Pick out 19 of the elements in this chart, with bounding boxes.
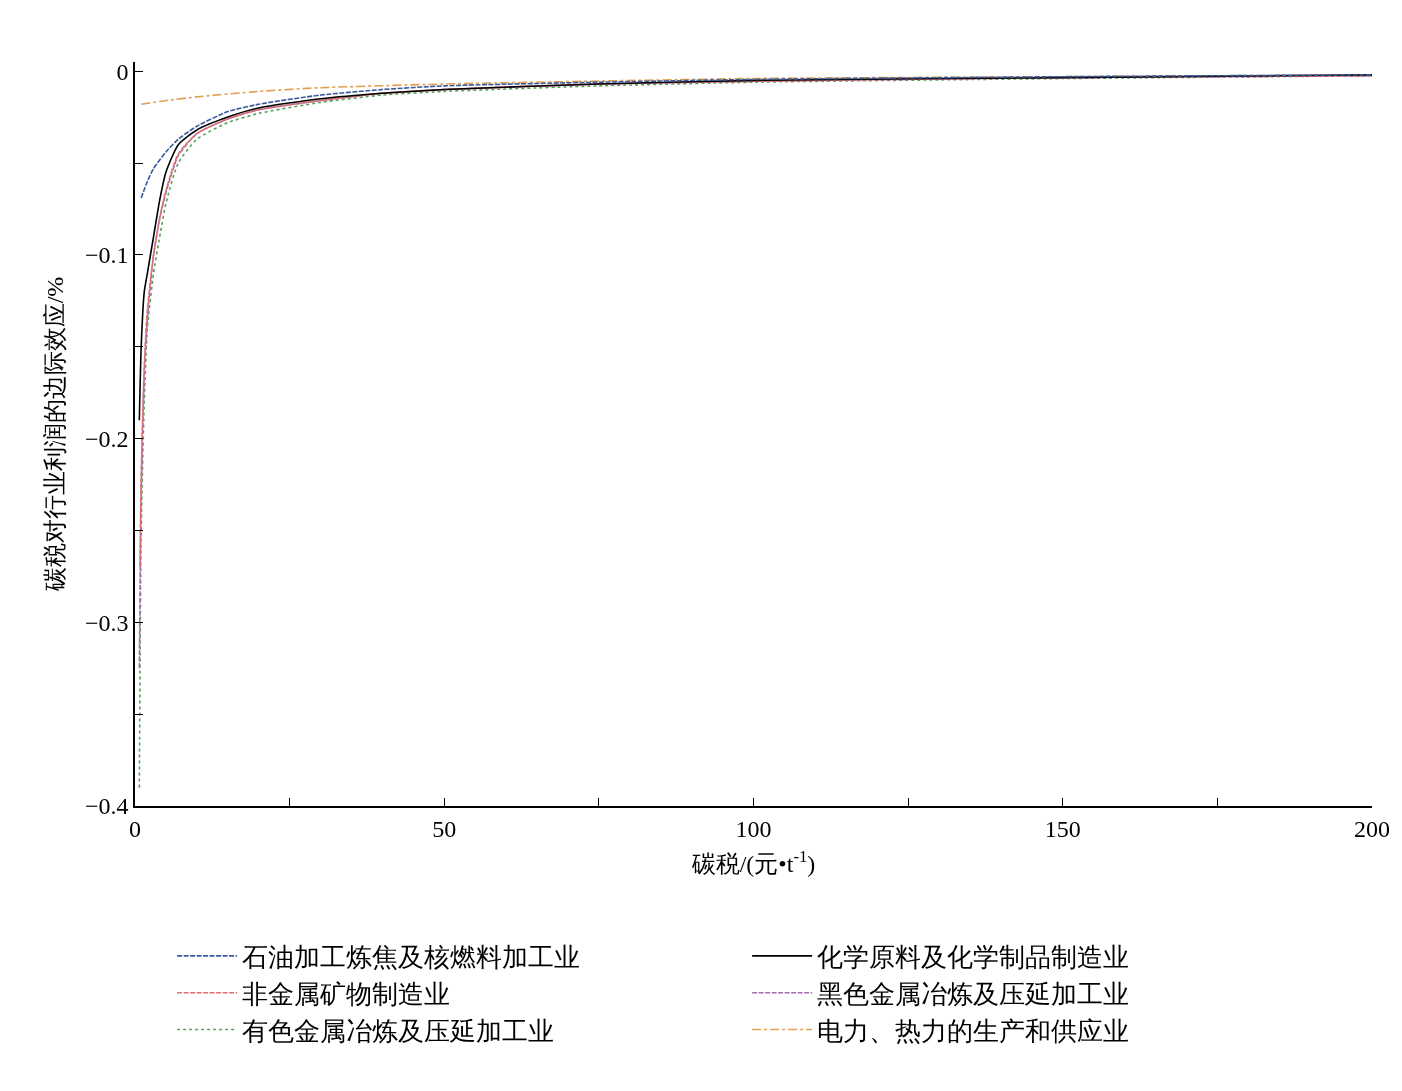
y-tick-label: 0 <box>116 58 129 85</box>
y-tick-label: −0.1 <box>84 242 129 269</box>
x-tick-label: 100 <box>735 815 772 842</box>
legend-label: 黑色金属冶炼及压延加工业 <box>817 979 1130 1009</box>
x-axis-title: 碳税/(元•t$^{-1}$) <box>690 847 816 878</box>
line-series <box>138 74 1372 422</box>
legend-label: 非金属矿物制造业 <box>242 979 451 1009</box>
legend-label: 有色金属冶炼及压延加工业 <box>242 1016 555 1046</box>
line-series <box>140 74 1372 199</box>
legend-label: 电力、热力的生产和供应业 <box>817 1016 1130 1046</box>
x-tick-label: 50 <box>432 815 457 842</box>
y-axis-title: 碳税对行业利润的边际效应/% <box>41 276 68 593</box>
x-tick-label: 200 <box>1354 815 1390 842</box>
x-tick-label: 150 <box>1044 815 1081 842</box>
legend-label: 石油加工炼焦及核燃料加工业 <box>242 943 581 973</box>
y-tick-label: −0.4 <box>84 793 129 820</box>
legend-label: 化学原料及化学制品制造业 <box>817 943 1130 973</box>
y-tick-label: −0.2 <box>84 425 129 452</box>
y-tick-label: −0.3 <box>84 609 129 636</box>
